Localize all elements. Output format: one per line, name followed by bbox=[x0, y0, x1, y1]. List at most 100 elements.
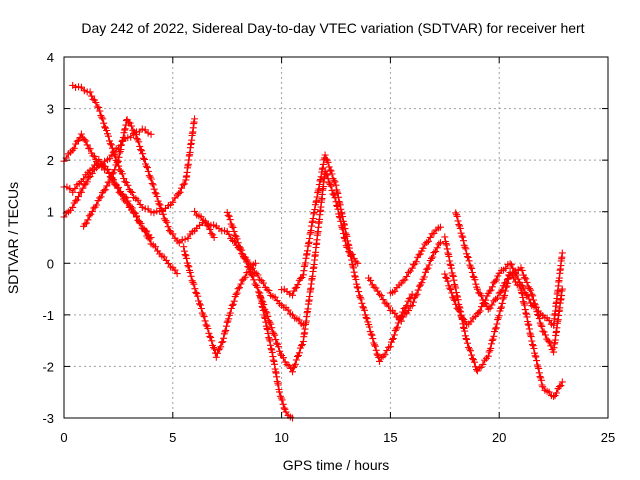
data-point bbox=[530, 345, 538, 352]
data-point bbox=[334, 193, 342, 201]
data-point bbox=[521, 306, 529, 314]
data-point bbox=[197, 305, 205, 312]
data-point bbox=[332, 181, 340, 189]
data-point bbox=[501, 279, 509, 287]
data-point bbox=[422, 268, 429, 276]
data-point bbox=[308, 222, 316, 230]
data-point bbox=[305, 240, 312, 248]
data-point bbox=[350, 264, 357, 272]
x-axis-label: GPS time / hours bbox=[283, 457, 390, 473]
data-point bbox=[238, 246, 246, 254]
data-point bbox=[258, 302, 266, 310]
data-point bbox=[212, 353, 220, 361]
data-point bbox=[224, 211, 232, 219]
data-point bbox=[289, 368, 296, 376]
series-track bbox=[80, 116, 218, 247]
data-point bbox=[279, 400, 287, 408]
data-point bbox=[451, 281, 458, 288]
data-point bbox=[393, 323, 401, 331]
data-point bbox=[109, 169, 117, 177]
data-point bbox=[356, 293, 364, 301]
data-point bbox=[330, 177, 338, 185]
data-point bbox=[141, 126, 149, 134]
data-point bbox=[210, 234, 218, 241]
data-point bbox=[523, 313, 531, 321]
data-point bbox=[121, 125, 129, 133]
data-point bbox=[329, 190, 337, 198]
data-point bbox=[169, 230, 177, 238]
data-point bbox=[490, 332, 498, 340]
data-point bbox=[315, 185, 323, 193]
data-point bbox=[190, 280, 198, 288]
data-point bbox=[361, 306, 368, 314]
data-point bbox=[452, 209, 460, 217]
data-point bbox=[538, 322, 546, 330]
data-point bbox=[191, 285, 199, 293]
data-point bbox=[475, 308, 483, 316]
data-point bbox=[140, 154, 147, 162]
data-point bbox=[487, 340, 495, 348]
data-point bbox=[371, 341, 378, 349]
data-point bbox=[265, 287, 273, 295]
data-point bbox=[70, 144, 78, 152]
data-point bbox=[458, 232, 466, 240]
data-point bbox=[430, 249, 438, 257]
data-point bbox=[90, 204, 98, 212]
data-point bbox=[202, 321, 210, 329]
data-point bbox=[192, 288, 200, 296]
data-point bbox=[498, 299, 506, 307]
data-point bbox=[341, 221, 348, 229]
data-point bbox=[85, 212, 93, 220]
x-tick-label: 15 bbox=[383, 430, 397, 445]
data-point bbox=[98, 161, 106, 169]
y-axis-label: SDTVAR / TECUs bbox=[5, 182, 21, 294]
data-point bbox=[550, 392, 558, 400]
data-point bbox=[409, 298, 417, 306]
data-point bbox=[415, 251, 423, 259]
data-point bbox=[519, 298, 527, 306]
data-point bbox=[97, 193, 105, 201]
data-point bbox=[114, 184, 122, 192]
data-point bbox=[545, 317, 553, 324]
data-point bbox=[555, 383, 563, 391]
data-point bbox=[115, 153, 123, 161]
data-point bbox=[443, 245, 451, 253]
data-point bbox=[71, 185, 79, 193]
data-point bbox=[280, 404, 288, 412]
data-point bbox=[226, 309, 234, 317]
x-tick-label: 10 bbox=[274, 430, 288, 445]
data-point bbox=[132, 130, 140, 138]
data-point bbox=[466, 345, 473, 353]
data-point bbox=[293, 353, 301, 360]
data-point bbox=[488, 301, 496, 309]
data-point bbox=[373, 350, 381, 358]
data-point bbox=[558, 249, 566, 257]
data-point bbox=[472, 280, 480, 288]
data-point bbox=[292, 356, 300, 364]
data-point bbox=[256, 291, 264, 299]
data-point bbox=[321, 151, 329, 159]
data-point bbox=[249, 272, 257, 280]
data-point bbox=[111, 166, 119, 174]
data-point bbox=[535, 312, 542, 319]
data-point bbox=[501, 287, 509, 295]
y-tick-label: -1 bbox=[42, 308, 54, 323]
data-point bbox=[127, 133, 135, 141]
data-point bbox=[93, 201, 101, 209]
data-point bbox=[136, 142, 144, 150]
data-point bbox=[178, 184, 185, 192]
data-point bbox=[144, 167, 152, 175]
data-point bbox=[463, 253, 471, 260]
data-point bbox=[534, 363, 542, 371]
data-point bbox=[507, 261, 515, 269]
data-point bbox=[273, 339, 281, 347]
data-point bbox=[80, 181, 88, 189]
data-point bbox=[327, 167, 335, 175]
data-point bbox=[456, 307, 464, 315]
data-point bbox=[119, 136, 127, 144]
data-point bbox=[535, 369, 543, 377]
data-point bbox=[138, 147, 146, 155]
chart-title: Day 242 of 2022, Sidereal Day-to-day VTE… bbox=[81, 20, 584, 36]
data-point bbox=[405, 295, 413, 303]
data-point bbox=[159, 210, 167, 218]
